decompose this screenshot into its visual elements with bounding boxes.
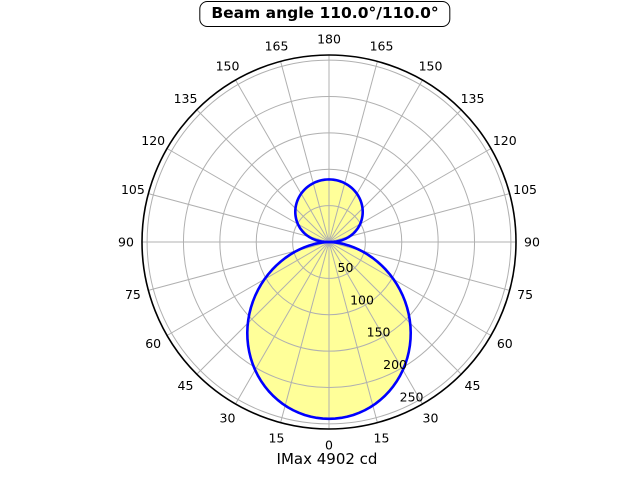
angle-tick-label: 45	[178, 378, 194, 393]
angle-spoke-330	[235, 241, 330, 405]
angle-tick-label: 90	[524, 235, 540, 250]
angle-tick-label: 15	[269, 431, 285, 446]
angle-tick-label: 165	[265, 38, 289, 53]
angle-tick-label: 120	[493, 133, 517, 148]
angle-spoke-30	[328, 241, 423, 405]
imax-caption: IMax 4902 cd	[276, 450, 378, 468]
angle-tick-label: 0	[325, 438, 333, 453]
angle-tick-label: 30	[220, 410, 236, 425]
angle-tick-label: 60	[145, 336, 161, 351]
angle-tick-label: 105	[121, 182, 145, 197]
angle-spoke-195	[280, 61, 330, 243]
angle-spoke-105	[328, 193, 510, 243]
angle-spoke-15	[328, 241, 378, 423]
outer-boundary-circle	[141, 54, 517, 430]
angle-spoke-225	[196, 109, 330, 243]
angle-tick-label: 45	[465, 378, 481, 393]
angle-tick-label: 135	[461, 91, 485, 106]
polar-grid	[142, 55, 516, 429]
angle-spoke-255	[148, 193, 330, 243]
angle-tick-label: 150	[216, 59, 240, 74]
angle-tick-label: 105	[513, 182, 537, 197]
angle-spoke-165	[328, 61, 378, 243]
angle-tick-label: 75	[517, 287, 533, 302]
angle-tick-label: 150	[419, 59, 443, 74]
radial-tick-label: 200	[383, 357, 407, 372]
angle-tick-label: 165	[370, 38, 394, 53]
chart-title: Beam angle 110.0°/110.0°	[199, 1, 451, 27]
angle-spoke-300	[166, 241, 330, 336]
angle-spoke-345	[280, 241, 330, 423]
angle-spoke-315	[196, 241, 330, 375]
angle-tick-label: 75	[125, 287, 141, 302]
angle-spoke-135	[328, 109, 462, 243]
angle-tick-label: 120	[141, 133, 165, 148]
angle-spoke-60	[328, 241, 492, 336]
back-beam-outline	[293, 178, 365, 244]
angle-spoke-120	[328, 148, 492, 243]
angle-tick-label: 180	[317, 32, 341, 47]
angle-spoke-210	[235, 79, 330, 243]
radial-tick-label: 50	[338, 260, 354, 275]
angle-spoke-45	[328, 241, 462, 375]
chart-title-text: Beam angle 110.0°/110.0°	[211, 4, 439, 22]
angle-tick-label: 135	[174, 91, 198, 106]
angle-tick-label: 60	[497, 336, 513, 351]
radial-tick-label: 150	[367, 325, 391, 340]
angle-tick-label: 90	[118, 235, 134, 250]
forward-beam-outline	[245, 240, 413, 421]
angle-tick-label: 15	[374, 431, 390, 446]
angle-tick-label: 30	[423, 410, 439, 425]
angle-spoke-150	[328, 79, 423, 243]
angle-spoke-240	[166, 148, 330, 243]
radial-tick-label: 100	[350, 292, 374, 307]
radial-tick-label: 250	[400, 390, 424, 405]
